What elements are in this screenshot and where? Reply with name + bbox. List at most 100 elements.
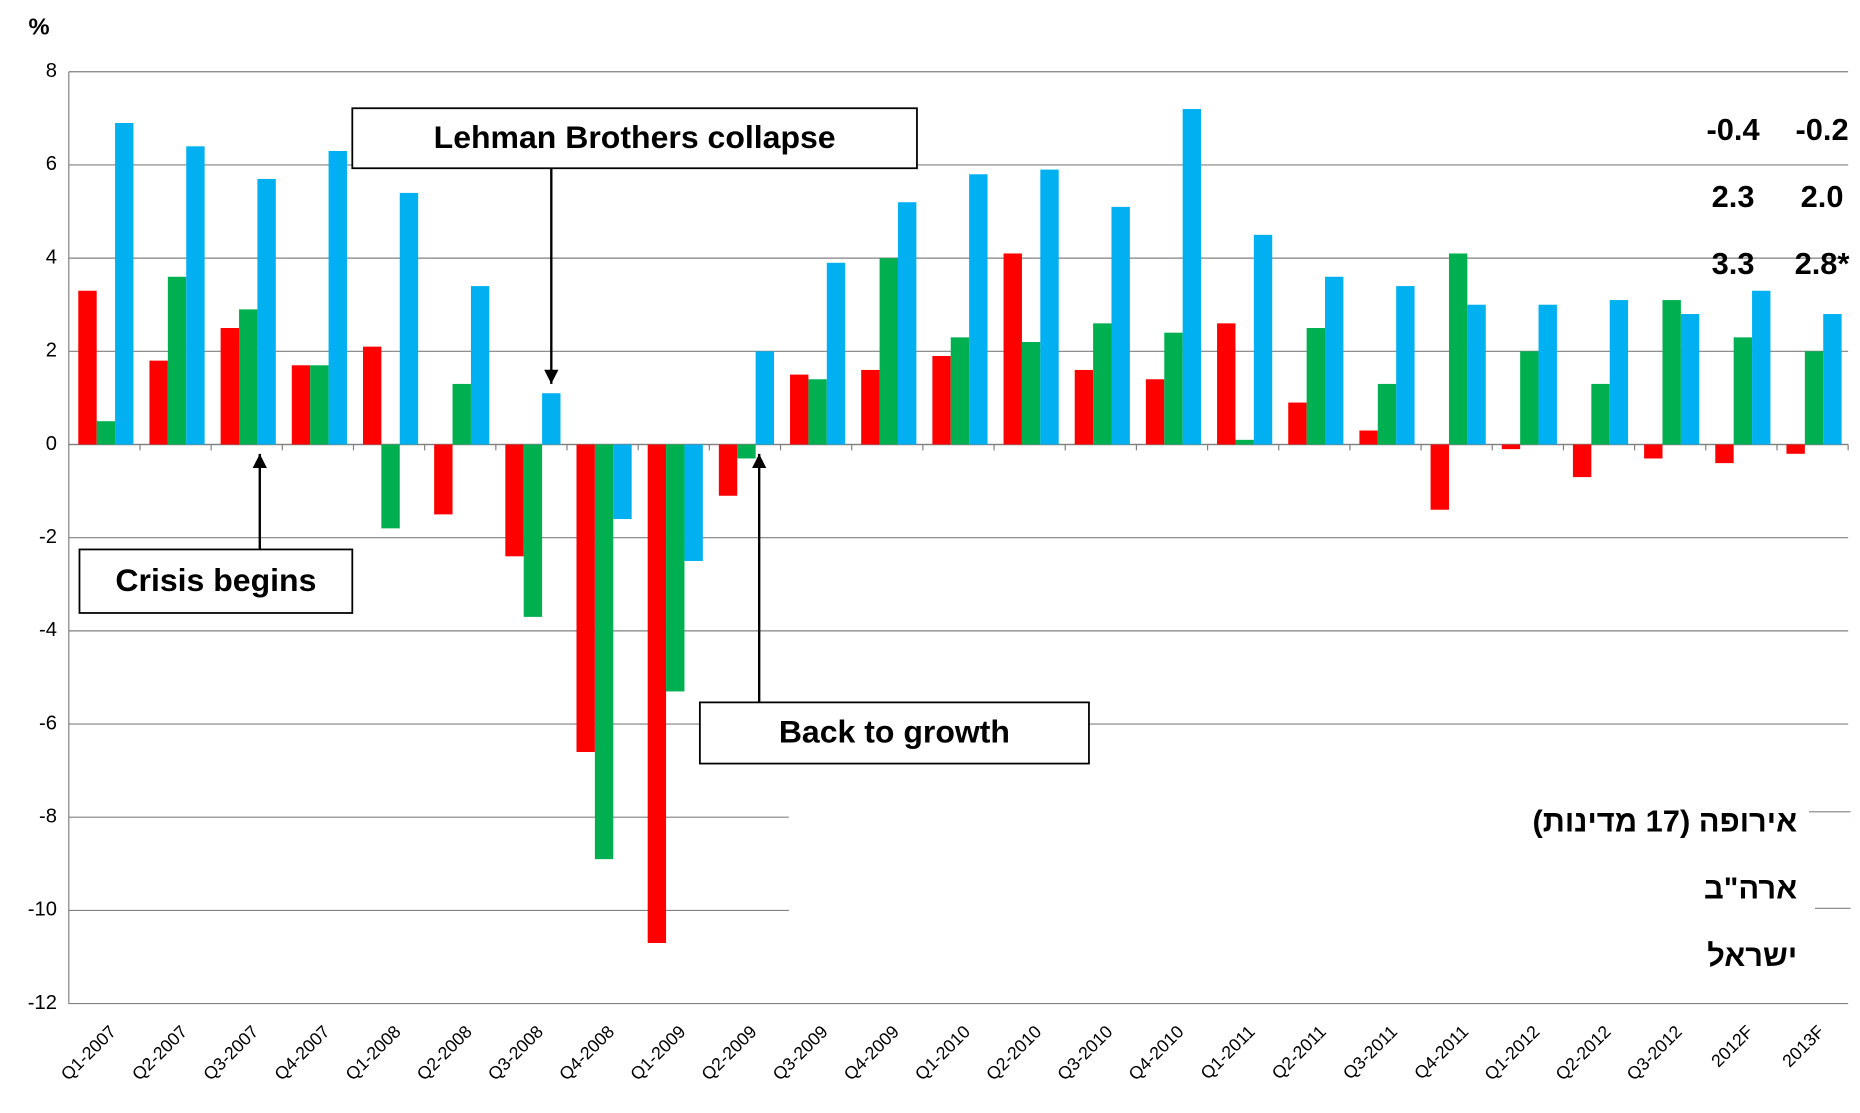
bar <box>452 383 471 445</box>
bar <box>1217 323 1236 445</box>
bar <box>1093 323 1112 445</box>
bar <box>969 174 988 445</box>
bar <box>1145 379 1165 445</box>
bar <box>115 123 134 445</box>
y-tick-label: -4 <box>39 619 57 641</box>
bar <box>310 365 329 445</box>
bar <box>1467 304 1486 445</box>
value-label: 2.0 <box>1801 179 1844 214</box>
bar <box>1644 444 1663 459</box>
bar <box>755 351 775 445</box>
bar <box>1253 234 1273 445</box>
value-label: -0.2 <box>1795 112 1848 147</box>
x-tick-label: 2013F <box>1778 1021 1828 1071</box>
x-tick-label: Q4-2010 <box>1124 1021 1187 1084</box>
x-tick-label: Q1-2007 <box>57 1021 120 1084</box>
bar <box>826 262 846 445</box>
bar <box>1164 332 1183 445</box>
bar <box>808 379 827 445</box>
y-tick-label: 6 <box>46 153 57 175</box>
bar <box>1396 286 1415 445</box>
bar <box>897 202 917 445</box>
annotation-box <box>698 701 1090 765</box>
bar <box>434 444 453 515</box>
bar <box>167 276 187 445</box>
x-tick-label: Q2-2008 <box>413 1021 476 1084</box>
bar <box>1288 402 1307 445</box>
bar <box>950 337 970 445</box>
bar <box>505 444 524 557</box>
x-tick-label: Q1-2011 <box>1197 1021 1259 1083</box>
annotation-text: Lehman Brothers collapse <box>434 119 836 155</box>
bar <box>1430 444 1449 510</box>
bar <box>399 192 419 445</box>
bar <box>1680 314 1700 445</box>
legend-label: אירופה (17 מדינות) <box>1532 804 1797 839</box>
x-tick-label: Q4-2011 <box>1410 1021 1472 1083</box>
bar <box>523 444 543 617</box>
annotation-text: Crisis begins <box>115 562 316 598</box>
bar <box>291 365 311 445</box>
bar <box>381 444 400 529</box>
bar <box>576 444 595 752</box>
bar <box>1733 337 1753 445</box>
legend-label: ארה"ב <box>1704 871 1797 906</box>
bar <box>1359 430 1378 445</box>
bar <box>220 328 240 445</box>
bar <box>542 393 561 445</box>
annotation-box <box>351 107 918 170</box>
bar <box>1501 444 1521 450</box>
bar <box>1609 300 1629 445</box>
bar <box>1021 341 1041 445</box>
bar <box>1325 276 1344 445</box>
bar <box>861 369 880 445</box>
x-tick-label: Q2-2009 <box>697 1021 760 1084</box>
x-tick-label: Q1-2010 <box>911 1021 974 1084</box>
x-tick-label: Q4-2009 <box>840 1021 903 1084</box>
x-tick-label: Q3-2008 <box>484 1021 547 1084</box>
x-tick-label: Q3-2010 <box>1053 1021 1116 1084</box>
bar <box>257 178 276 445</box>
bar <box>737 444 756 459</box>
x-tick-label: Q2-2010 <box>982 1021 1045 1084</box>
bar <box>666 444 685 692</box>
arrow-head <box>544 369 559 384</box>
x-tick-label: Q3-2007 <box>199 1021 262 1084</box>
y-tick-label: -6 <box>39 712 57 734</box>
legend-box <box>788 790 1849 1003</box>
y-tick-label: -12 <box>28 992 57 1014</box>
y-tick-label: -8 <box>39 806 57 828</box>
bar <box>684 444 703 561</box>
y-axis-label: % <box>28 15 49 41</box>
x-tick-label: Q4-2007 <box>270 1021 333 1084</box>
bar <box>1448 253 1468 445</box>
value-label: 2.8* <box>1795 246 1850 281</box>
bar <box>594 444 614 860</box>
bar <box>613 444 632 520</box>
bar <box>1182 109 1202 445</box>
x-tick-label: Q1-2009 <box>626 1021 689 1084</box>
y-tick-label: -10 <box>28 899 57 921</box>
annotation-text: Back to growth <box>779 714 1010 750</box>
bar <box>1786 444 1805 454</box>
bar <box>1235 439 1254 445</box>
x-tick-label: Q3-2009 <box>769 1021 832 1084</box>
y-tick-label: -2 <box>39 526 57 548</box>
legend-label: ישראל <box>1707 938 1797 973</box>
bar <box>470 286 490 445</box>
bar <box>78 290 97 445</box>
bar <box>1377 383 1397 445</box>
value-label: -0.4 <box>1707 112 1760 147</box>
bar <box>1804 351 1824 445</box>
bar <box>1591 383 1610 445</box>
bar <box>1306 328 1326 445</box>
x-tick-label: Q2-2007 <box>128 1021 191 1084</box>
bar <box>932 355 951 445</box>
x-tick-label: Q4-2008 <box>555 1021 618 1084</box>
bar <box>186 146 205 445</box>
x-tick-label: Q1-2008 <box>342 1021 405 1084</box>
bar <box>1040 169 1059 445</box>
y-tick-label: 8 <box>46 60 57 82</box>
bar <box>1752 290 1771 445</box>
